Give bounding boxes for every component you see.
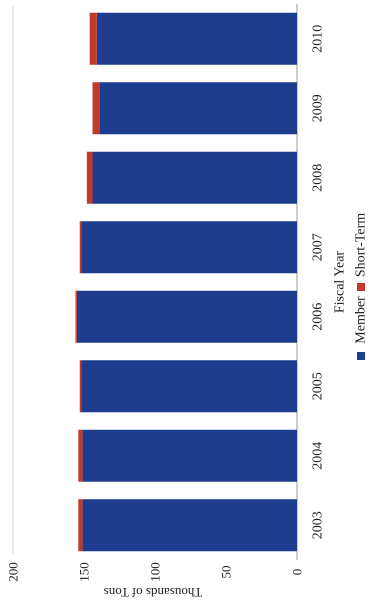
legend-swatch-short-term xyxy=(357,283,365,291)
bar-short-term-2008 xyxy=(86,151,93,204)
bar-member-2004 xyxy=(82,429,297,482)
value-tick-label: 150 xyxy=(77,562,92,582)
category-label-2006: 2006 xyxy=(311,303,326,331)
value-tick-label: 0 xyxy=(290,569,305,576)
value-tick-label: 200 xyxy=(6,562,21,582)
bar-short-term-2006 xyxy=(75,290,77,343)
value-tick-label: 50 xyxy=(219,566,234,579)
category-label-2004: 2004 xyxy=(311,442,326,470)
bar-short-term-2003 xyxy=(78,499,83,552)
value-tick-label: 100 xyxy=(148,562,163,582)
legend-label-member: Member xyxy=(354,296,369,344)
bar-member-2007 xyxy=(81,221,297,274)
legend-label-short-term: Short-Term xyxy=(354,213,369,277)
category-axis-title: Fiscal Year xyxy=(333,251,348,314)
bar-short-term-2009 xyxy=(92,82,100,135)
category-label-2007: 2007 xyxy=(311,233,326,261)
bar-short-term-2010 xyxy=(89,12,97,65)
bar-member-2005 xyxy=(81,360,297,413)
bar-short-term-2004 xyxy=(78,429,83,482)
bar-member-2006 xyxy=(76,290,298,343)
value-axis-title: Thousands of Tons xyxy=(104,585,203,600)
bar-short-term-2005 xyxy=(79,360,82,413)
plot-area: 200 150 100 50 0 Thousands of Tons 2003 2004 200… xyxy=(6,4,369,600)
legend-swatch-member xyxy=(357,352,365,360)
category-label-2005: 2005 xyxy=(311,372,326,400)
category-label-2003: 2003 xyxy=(311,511,326,539)
category-label-2008: 2008 xyxy=(311,164,326,192)
bar-member-2010 xyxy=(96,12,297,65)
category-label-2010: 2010 xyxy=(311,25,326,53)
bar-member-2008 xyxy=(92,151,298,204)
bar-member-2009 xyxy=(99,82,298,135)
bar-short-term-2007 xyxy=(79,221,82,274)
category-label-2009: 2009 xyxy=(311,94,326,122)
bar-member-2003 xyxy=(82,499,297,552)
